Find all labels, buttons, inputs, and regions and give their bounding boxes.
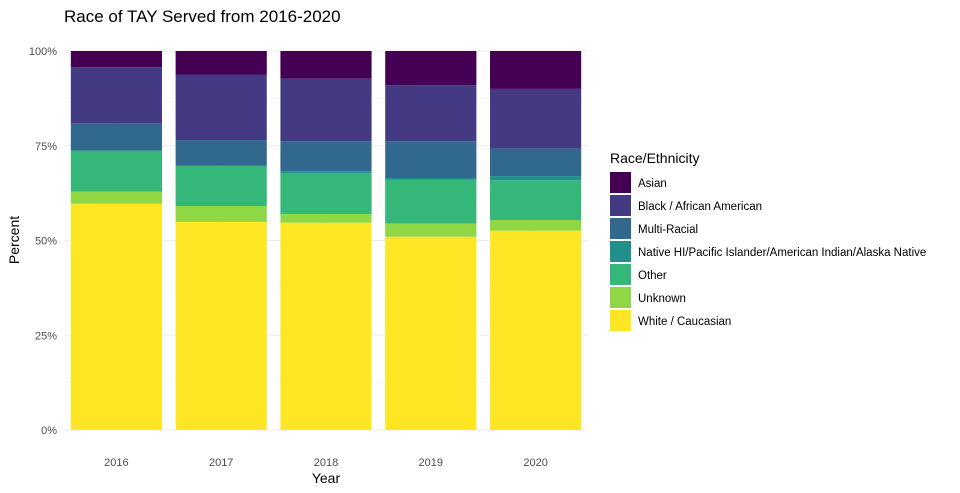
bar-segment-2016-asian <box>70 51 162 68</box>
bar-segment-2017-black-african-american <box>175 74 267 141</box>
bar-segment-2020-unknown <box>490 220 582 231</box>
legend-key-unknown <box>610 287 631 308</box>
legend-label-other: Other <box>638 270 667 282</box>
x-tick-label: 2019 <box>419 457 443 469</box>
bar-segment-2019-other <box>385 179 477 224</box>
y-axis-ticks: 0% 25% 50% 75% 100% <box>29 46 57 437</box>
bar-segment-2018-unknown <box>280 213 372 223</box>
bar-segment-2020-native-hi-pacific-islander-american-indian-alaska-native <box>490 176 582 181</box>
x-tick-label: 2020 <box>523 457 547 469</box>
bar-segment-2019-multi-racial <box>385 141 477 178</box>
y-tick-label: 50% <box>35 236 57 248</box>
bar-segment-2018-multi-racial <box>280 141 372 172</box>
bar-segment-2019-unknown <box>385 223 477 237</box>
bar-segment-2017-white-caucasian <box>175 221 267 430</box>
legend-label-unknown: Unknown <box>638 293 686 305</box>
y-axis-label: Percent <box>6 216 22 264</box>
bar-segment-2020-multi-racial <box>490 148 582 177</box>
bar-segment-2018-white-caucasian <box>280 222 372 430</box>
x-tick-label: 2018 <box>314 457 338 469</box>
y-tick-label: 100% <box>29 46 57 58</box>
legend-label-native-hi-pacific-islander-american-indian-alaska-native: Native HI/Pacific Islander/American Indi… <box>638 247 926 259</box>
legend-label-black-african-american: Black / African American <box>638 201 762 213</box>
legend-key-asian <box>610 172 631 193</box>
legend-key-black-african-american <box>610 195 631 216</box>
legend-key-other <box>610 264 631 285</box>
bar-segment-2016-other <box>70 150 162 192</box>
x-tick-label: 2016 <box>104 457 128 469</box>
chart-title: Race of TAY Served from 2016-2020 <box>64 7 341 26</box>
bar-segment-2020-white-caucasian <box>490 230 582 430</box>
bar-segment-2019-white-caucasian <box>385 236 477 430</box>
legend: Race/Ethnicity Asian Black / African Amer… <box>610 150 926 331</box>
bar-segment-2020-other <box>490 180 582 221</box>
legend-label-multi-racial: Multi-Racial <box>638 224 698 236</box>
bars <box>70 51 582 430</box>
bar-segment-2019-black-african-american <box>385 85 477 142</box>
bar-segment-2016-black-african-american <box>70 67 162 124</box>
legend-label-asian: Asian <box>638 178 667 190</box>
bar-segment-2019-asian <box>385 51 477 86</box>
y-tick-label: 75% <box>35 141 57 153</box>
bar-segment-2018-other <box>280 173 372 214</box>
bar-segment-2016-white-caucasian <box>70 203 162 430</box>
x-axis-label: Year <box>312 470 341 486</box>
bar-segment-2018-black-african-american <box>280 78 372 142</box>
legend-key-native-hi-pacific-islander-american-indian-alaska-native <box>610 241 631 262</box>
legend-key-white-caucasian <box>610 310 631 331</box>
legend-label-white-caucasian: White / Caucasian <box>638 316 731 328</box>
bar-segment-2018-asian <box>280 51 372 79</box>
bar-segment-2017-other <box>175 165 267 207</box>
y-tick-label: 25% <box>35 330 57 342</box>
legend-title: Race/Ethnicity <box>610 150 699 166</box>
bar-segment-2019-native-hi-pacific-islander-american-indian-alaska-native <box>385 177 477 180</box>
bar-segment-2017-asian <box>175 51 267 75</box>
bar-segment-2018-native-hi-pacific-islander-american-indian-alaska-native <box>280 171 372 174</box>
bar-segment-2016-unknown <box>70 191 162 204</box>
bar-segment-2020-asian <box>490 51 582 89</box>
bar-segment-2017-multi-racial <box>175 140 267 166</box>
bar-segment-2017-unknown <box>175 206 267 222</box>
bar-segment-2016-multi-racial <box>70 123 162 151</box>
y-tick-label: 0% <box>41 425 57 437</box>
x-axis-ticks: 2016 2017 2018 2019 2020 <box>104 457 548 469</box>
x-tick-label: 2017 <box>209 457 233 469</box>
legend-key-multi-racial <box>610 218 631 239</box>
bar-segment-2020-black-african-american <box>490 88 582 149</box>
